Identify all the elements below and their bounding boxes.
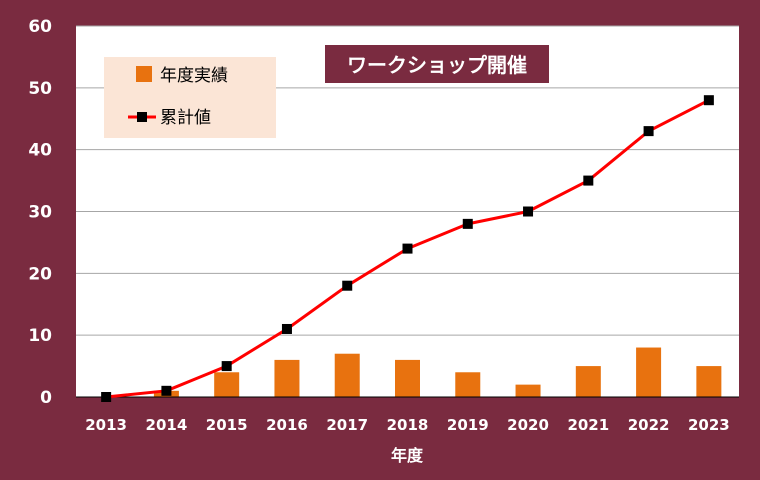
chart-title: ワークショップ開催 — [325, 45, 549, 83]
bar-2019 — [455, 372, 481, 397]
marker-2022 — [643, 126, 654, 137]
x-tick-label: 2014 — [146, 416, 188, 434]
cumulative-markers — [101, 95, 714, 402]
y-tick-label: 0 — [40, 388, 52, 408]
marker-2014 — [161, 385, 172, 396]
marker-2018 — [402, 243, 413, 254]
marker-2020 — [523, 206, 534, 217]
x-axis-title: 年度 — [391, 446, 424, 465]
x-tick-label: 2013 — [85, 416, 127, 434]
x-tick-label: 2023 — [688, 416, 730, 434]
chart-title-background — [325, 45, 549, 83]
gridlines — [76, 25, 739, 336]
x-axis-ticks: 2013 2014 2015 2016 2017 2018 2019 2020 2021 2022… — [85, 416, 729, 434]
y-tick-label: 30 — [28, 203, 52, 223]
x-tick-label: 2016 — [266, 416, 308, 434]
legend-line-marker — [137, 112, 147, 122]
x-tick-label: 2015 — [206, 416, 248, 434]
marker-2017 — [342, 280, 353, 291]
legend-line-label: 累計値 — [160, 108, 211, 128]
x-tick-label: 2021 — [567, 416, 609, 434]
y-tick-label: 10 — [28, 326, 52, 346]
bar-2016 — [274, 359, 300, 397]
bar-2023 — [696, 366, 722, 397]
x-tick-label: 2022 — [628, 416, 670, 434]
y-axis-ticks: 0 10 20 30 40 50 60 — [28, 17, 52, 408]
marker-2019 — [462, 218, 473, 229]
marker-2016 — [281, 323, 292, 334]
x-tick-label: 2018 — [387, 416, 429, 434]
y-tick-label: 20 — [28, 264, 52, 284]
bar-2018 — [395, 359, 420, 397]
y-tick-label: 40 — [28, 141, 52, 161]
legend-box — [104, 57, 276, 138]
legend: 年度実績 累計値 — [104, 57, 276, 138]
chart-title-text: ワークショップ開催 — [347, 53, 527, 77]
y-tick-label: 50 — [28, 79, 52, 99]
y-tick-label: 60 — [28, 17, 52, 37]
bar-2022 — [636, 347, 662, 397]
x-tick-label: 2017 — [326, 416, 368, 434]
bar-2017 — [334, 353, 360, 397]
marker-2023 — [703, 95, 714, 106]
marker-2015 — [221, 361, 232, 372]
legend-bar-label: 年度実績 — [160, 66, 228, 86]
legend-bar-swatch — [136, 66, 152, 82]
bar-2020 — [515, 384, 541, 397]
bar-2021 — [575, 366, 601, 397]
marker-2021 — [583, 175, 594, 186]
bar-series — [153, 347, 722, 397]
bar-2015 — [214, 372, 240, 397]
x-tick-label: 2019 — [447, 416, 489, 434]
x-tick-label: 2020 — [507, 416, 549, 434]
marker-2013 — [101, 392, 112, 402]
